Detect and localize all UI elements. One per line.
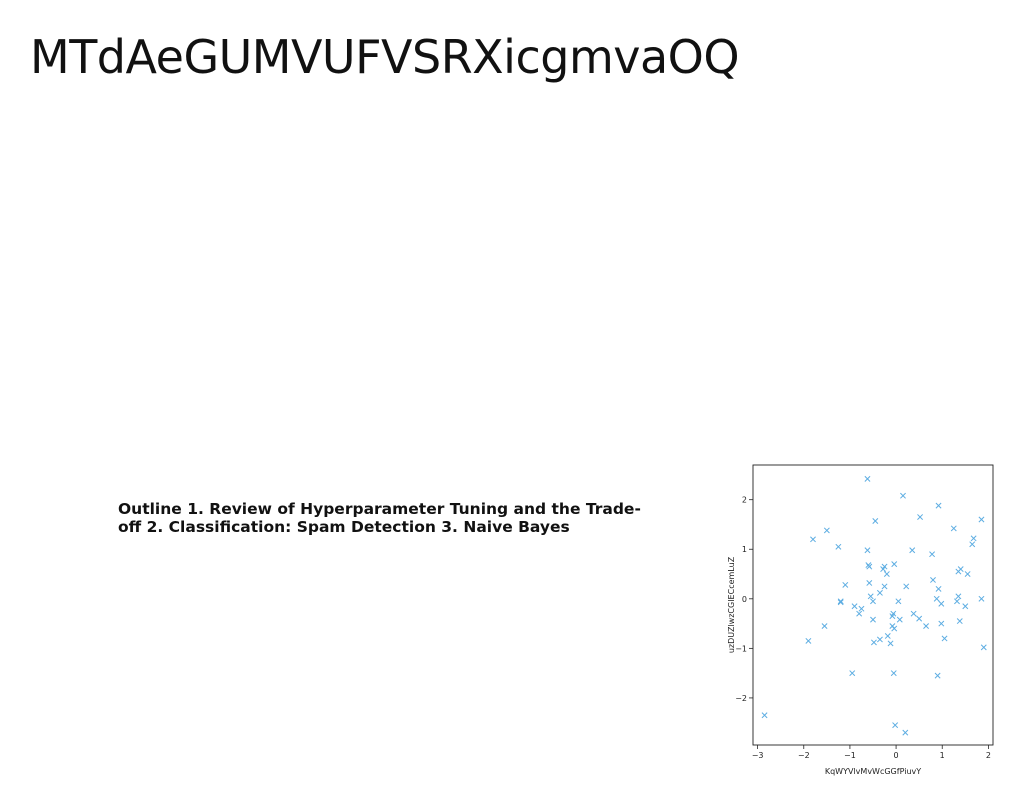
x-tick-label: 1 [940,751,945,760]
x-tick-label: −2 [798,751,810,760]
scatter-point [866,563,873,570]
x-tick-label: 0 [894,751,899,760]
scatter-point [964,571,971,577]
scatter-point [917,514,924,520]
scatter-chart: −3 −2 −1 0 1 2 −2 −1 0 1 2 KqWYVlvMvWcGGfPiuvY uzDUZ… [720,455,1010,785]
x-tick-label: −3 [752,751,764,760]
scatter-point [837,599,844,606]
scatter-point [823,527,830,534]
scatter-point [934,672,941,679]
slide-body-text: Outline 1. Review of Hyperparameter Tuni… [118,500,641,536]
scatter-point [980,644,987,651]
scatter-point [935,585,942,592]
plot-area: −3 −2 −1 0 1 2 −2 −1 0 1 2 KqWYVlvMvWcGGfPiuvY uzDUZ… [727,464,994,776]
scatter-point [957,566,964,573]
scatter-point [933,595,940,602]
y-tick-label: −2 [735,694,747,703]
scatter-point [858,605,865,612]
scatter-point [970,535,977,542]
y-tick-label: 0 [742,595,747,604]
scatter-point [866,579,873,586]
scatter-point [761,712,768,719]
scatter-point [884,633,891,639]
scatter-point [805,637,812,644]
scatter-point [881,583,888,590]
scatter-point [902,729,909,736]
scatter-point [903,583,910,590]
y-tick-label: −1 [735,644,747,653]
x-axis-label: KqWYVlvMvWcGGfPiuvY [825,767,921,776]
scatter-point [883,571,890,577]
scatter-point [930,577,936,583]
scatter-point [835,543,842,550]
scatter-point [891,561,898,568]
scatter-point [892,722,899,729]
scatter-point [900,492,906,499]
scatter-point [849,670,856,677]
scatter-point [851,603,858,610]
scatter-point [929,551,936,558]
scatter-point [867,593,874,600]
scatter-point [941,635,948,642]
scatter-point [895,598,902,605]
scatter-point [969,541,976,548]
scatter-point [909,547,916,554]
scatter-point [876,589,883,596]
scatter-point [890,610,897,617]
scatter-point [978,516,985,523]
x-tick-label: −1 [844,751,856,760]
scatter-point [950,525,957,532]
scatter-point [870,616,876,623]
scatter-point [890,670,897,677]
y-tick-label: 2 [742,496,747,505]
scatter-point [954,598,960,605]
scatter-point [881,563,888,570]
scatter-point [842,581,849,588]
scatter-point [872,518,879,524]
scatter-point [870,639,877,646]
x-tick-label: 2 [986,751,991,760]
scatter-point [887,640,894,647]
scatter-point [955,593,962,600]
scatter-point [876,636,883,643]
scatter-point [810,536,816,543]
scatter-point [938,600,945,607]
scatter-point [896,616,903,623]
scatter-point [956,618,963,625]
scatter-point [837,598,844,605]
scatter-point [923,623,930,630]
slide-title: MTdAeGUMVUFVSRXicgmvaOQ [30,30,740,84]
scatter-point [864,547,871,554]
scatter-plot-svg: −3 −2 −1 0 1 2 −2 −1 0 1 2 KqWYVlvMvWcGGfPiuvY uzDUZ… [727,464,994,776]
scatter-point [916,615,923,622]
scatter-point [864,475,871,482]
scatter-point [856,610,863,617]
plot-frame [752,464,994,746]
scatter-point [935,502,942,509]
scatter-point [910,610,917,617]
scatter-point [870,598,876,605]
scatter-point [962,603,969,610]
scatter-point [978,595,985,602]
y-axis-label: uzDUZlwzCGIECcemLuZ [727,556,736,653]
scatter-point [938,620,945,627]
scatter-point [891,625,898,632]
y-tick-label: 1 [742,545,747,554]
scatter-point [821,623,828,630]
